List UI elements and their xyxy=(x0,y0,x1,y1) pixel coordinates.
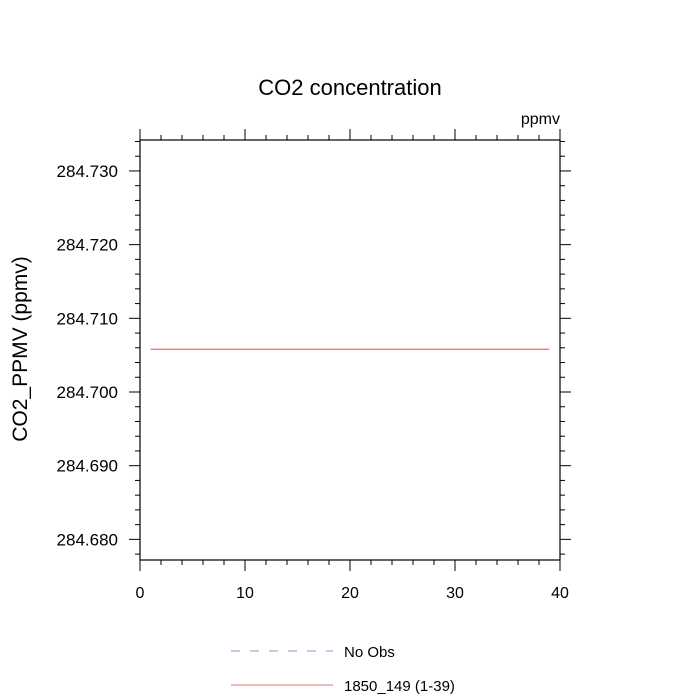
axis-ticks xyxy=(129,129,571,571)
y-tick-label: 284.710 xyxy=(57,309,118,328)
legend-label-1850-149: 1850_149 (1-39) xyxy=(344,678,455,695)
y-tick-label: 284.690 xyxy=(57,457,118,476)
legend-label-no-obs: No Obs xyxy=(344,644,395,661)
x-tick-label: 10 xyxy=(236,585,254,602)
y-tick-label: 284.700 xyxy=(57,383,118,402)
y-axis-label: CO2_PPMV (ppmv) xyxy=(9,256,32,442)
legend: No Obs 1850_149 (1-39) xyxy=(231,644,455,695)
x-tick-label: 20 xyxy=(341,585,359,602)
plot-frame xyxy=(139,139,561,561)
axis-tick-labels: 0 10 20 30 40 284.680 284.690 284.700 284.710 284… xyxy=(57,162,569,602)
y-tick-label: 284.730 xyxy=(57,162,118,181)
units-label: ppmv xyxy=(521,111,560,128)
y-tick-label: 284.680 xyxy=(57,530,118,549)
x-tick-label: 0 xyxy=(136,585,145,602)
x-tick-label: 30 xyxy=(446,585,464,602)
y-tick-label: 284.720 xyxy=(57,236,118,255)
chart-title: CO2 concentration xyxy=(258,75,441,100)
x-tick-label: 40 xyxy=(551,585,569,602)
